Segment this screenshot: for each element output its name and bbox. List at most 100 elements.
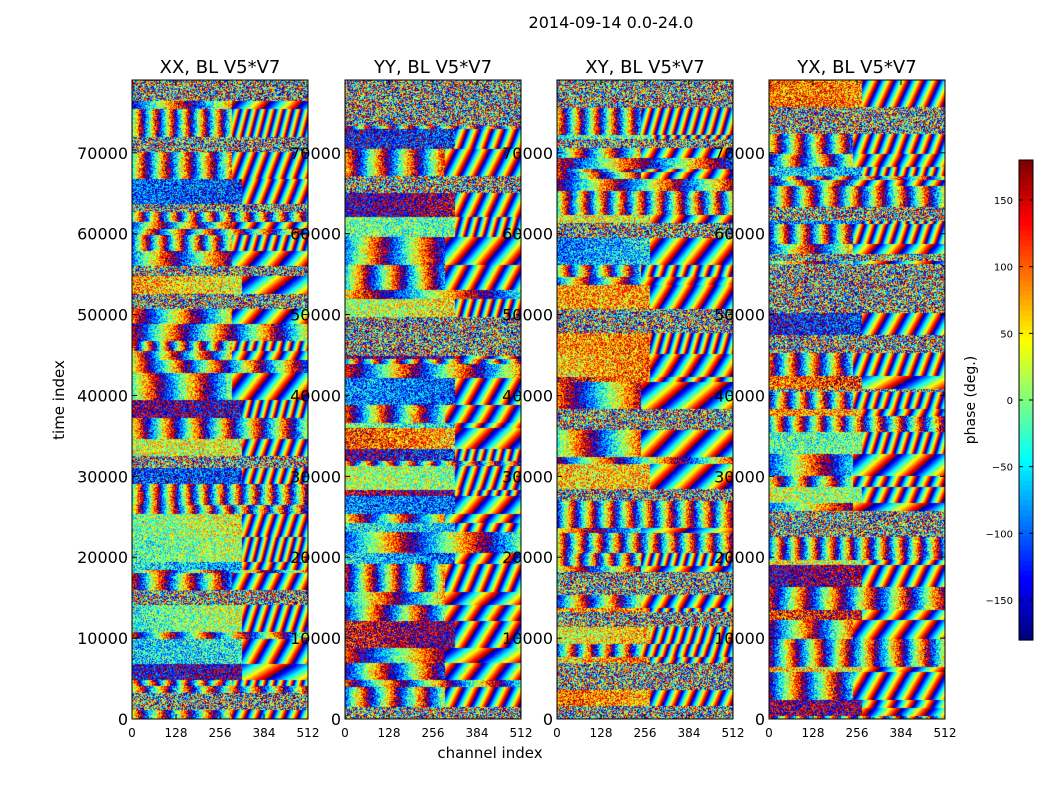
colorbar-segment	[1019, 350, 1033, 356]
colorbar-segment	[1019, 440, 1033, 446]
colorbar-tick-label: −50	[992, 463, 1013, 474]
colorbar-segment	[1019, 525, 1033, 531]
x-tick-label: 512	[510, 726, 533, 740]
y-tick-label: 30000	[290, 467, 341, 486]
colorbar-segment	[1019, 170, 1033, 176]
colorbar-tick-label: 100	[994, 263, 1013, 274]
x-tick-label: 128	[802, 726, 825, 740]
colorbar-segment	[1019, 470, 1033, 476]
colorbar-segment	[1019, 390, 1033, 396]
x-tick-label: 512	[297, 726, 320, 740]
colorbar-segment	[1019, 490, 1033, 496]
colorbar-segment	[1019, 175, 1033, 181]
colorbar-segment	[1019, 260, 1033, 266]
colorbar-segment	[1019, 345, 1033, 351]
colorbar-segment	[1019, 295, 1033, 301]
colorbar-segment	[1019, 635, 1033, 641]
colorbar-segment	[1019, 300, 1033, 306]
panel-1: XX, BL V5*V7 0 128 256 384 512 0 10000 20000 3000…	[77, 57, 319, 740]
colorbar-segment	[1019, 560, 1033, 566]
y-tick-label: 0	[118, 710, 128, 729]
colorbar-segment	[1019, 280, 1033, 286]
panel-title: YY, BL V5*V7	[373, 57, 492, 78]
colorbar-segment	[1019, 550, 1033, 556]
y-tick-label: 10000	[502, 629, 553, 648]
colorbar-segment	[1019, 320, 1033, 326]
colorbar-segment	[1019, 310, 1033, 316]
y-tick-label: 10000	[77, 629, 128, 648]
x-tick-label: 128	[590, 726, 613, 740]
colorbar-segment	[1019, 465, 1033, 471]
colorbar-segment	[1019, 565, 1033, 571]
y-tick-label: 20000	[714, 548, 765, 567]
colorbar-segment	[1019, 545, 1033, 551]
colorbar-segment	[1019, 285, 1033, 291]
colorbar-segment	[1019, 495, 1033, 501]
phase-heatmap-image	[345, 80, 521, 719]
phase-heatmap-image	[769, 80, 945, 719]
x-axis-label: channel index	[437, 744, 542, 762]
y-tick-label: 40000	[290, 386, 341, 405]
colorbar-segment	[1019, 415, 1033, 421]
colorbar-segment	[1019, 420, 1033, 426]
colorbar-segment	[1019, 530, 1033, 536]
y-tick-label: 40000	[714, 386, 765, 405]
y-tick-label: 30000	[714, 467, 765, 486]
colorbar-segment	[1019, 290, 1033, 296]
colorbar-segment	[1019, 625, 1033, 631]
y-tick-label: 40000	[502, 386, 553, 405]
colorbar-segment	[1019, 305, 1033, 311]
x-tick-label: 256	[422, 726, 445, 740]
colorbar-label: phase (deg.)	[963, 356, 979, 444]
x-tick-label: 256	[634, 726, 657, 740]
colorbar-segment	[1019, 510, 1033, 516]
y-tick-label: 70000	[77, 144, 128, 163]
x-tick-label: 256	[209, 726, 232, 740]
colorbar-segment	[1019, 425, 1033, 431]
colorbar-segment	[1019, 250, 1033, 256]
panel-2: YY, BL V5*V7 0 128 256 384 512 0 10000 20000 3000…	[290, 57, 532, 740]
colorbar-segment	[1019, 195, 1033, 201]
colorbar-segment	[1019, 225, 1033, 231]
colorbar-segment	[1019, 360, 1033, 366]
y-tick-label: 40000	[77, 386, 128, 405]
y-tick-label: 10000	[290, 629, 341, 648]
colorbar-segment	[1019, 570, 1033, 576]
x-tick-label: 384	[466, 726, 489, 740]
x-tick-label: 512	[722, 726, 745, 740]
colorbar-tick-label: 50	[1000, 329, 1013, 340]
x-tick-label: 128	[165, 726, 188, 740]
colorbar-segment	[1019, 435, 1033, 441]
y-tick-label: 60000	[714, 225, 765, 244]
colorbar-segment	[1019, 380, 1033, 386]
panel-title: YX, BL V5*V7	[796, 57, 916, 78]
panel-3: XY, BL V5*V7 0 128 256 384 512 0 10000 20000 3000…	[502, 57, 744, 740]
x-tick-label: 0	[341, 726, 349, 740]
colorbar-segment	[1019, 615, 1033, 621]
colorbar-segment	[1019, 590, 1033, 596]
colorbar-segment	[1019, 335, 1033, 341]
y-tick-label: 10000	[714, 629, 765, 648]
y-tick-label: 50000	[714, 306, 765, 325]
colorbar-segment	[1019, 410, 1033, 416]
phase-heatmap-image	[132, 80, 308, 719]
y-tick-label: 0	[543, 710, 553, 729]
phase-heatmap-image	[557, 80, 733, 719]
colorbar-segment	[1019, 330, 1033, 336]
panel-title: XX, BL V5*V7	[160, 57, 281, 78]
colorbar-segment	[1019, 240, 1033, 246]
colorbar-segment	[1019, 575, 1033, 581]
x-tick-label: 128	[378, 726, 401, 740]
colorbar-segment	[1019, 275, 1033, 281]
colorbar-segment	[1019, 500, 1033, 506]
colorbar-segment	[1019, 595, 1033, 601]
colorbar-segment	[1019, 445, 1033, 451]
colorbar-segment	[1019, 270, 1033, 276]
colorbar-segment	[1019, 265, 1033, 271]
colorbar-segment	[1019, 205, 1033, 211]
x-tick-label: 384	[253, 726, 276, 740]
y-tick-label: 50000	[77, 306, 128, 325]
colorbar-segment	[1019, 610, 1033, 616]
x-tick-label: 384	[678, 726, 701, 740]
x-tick-label: 0	[553, 726, 561, 740]
